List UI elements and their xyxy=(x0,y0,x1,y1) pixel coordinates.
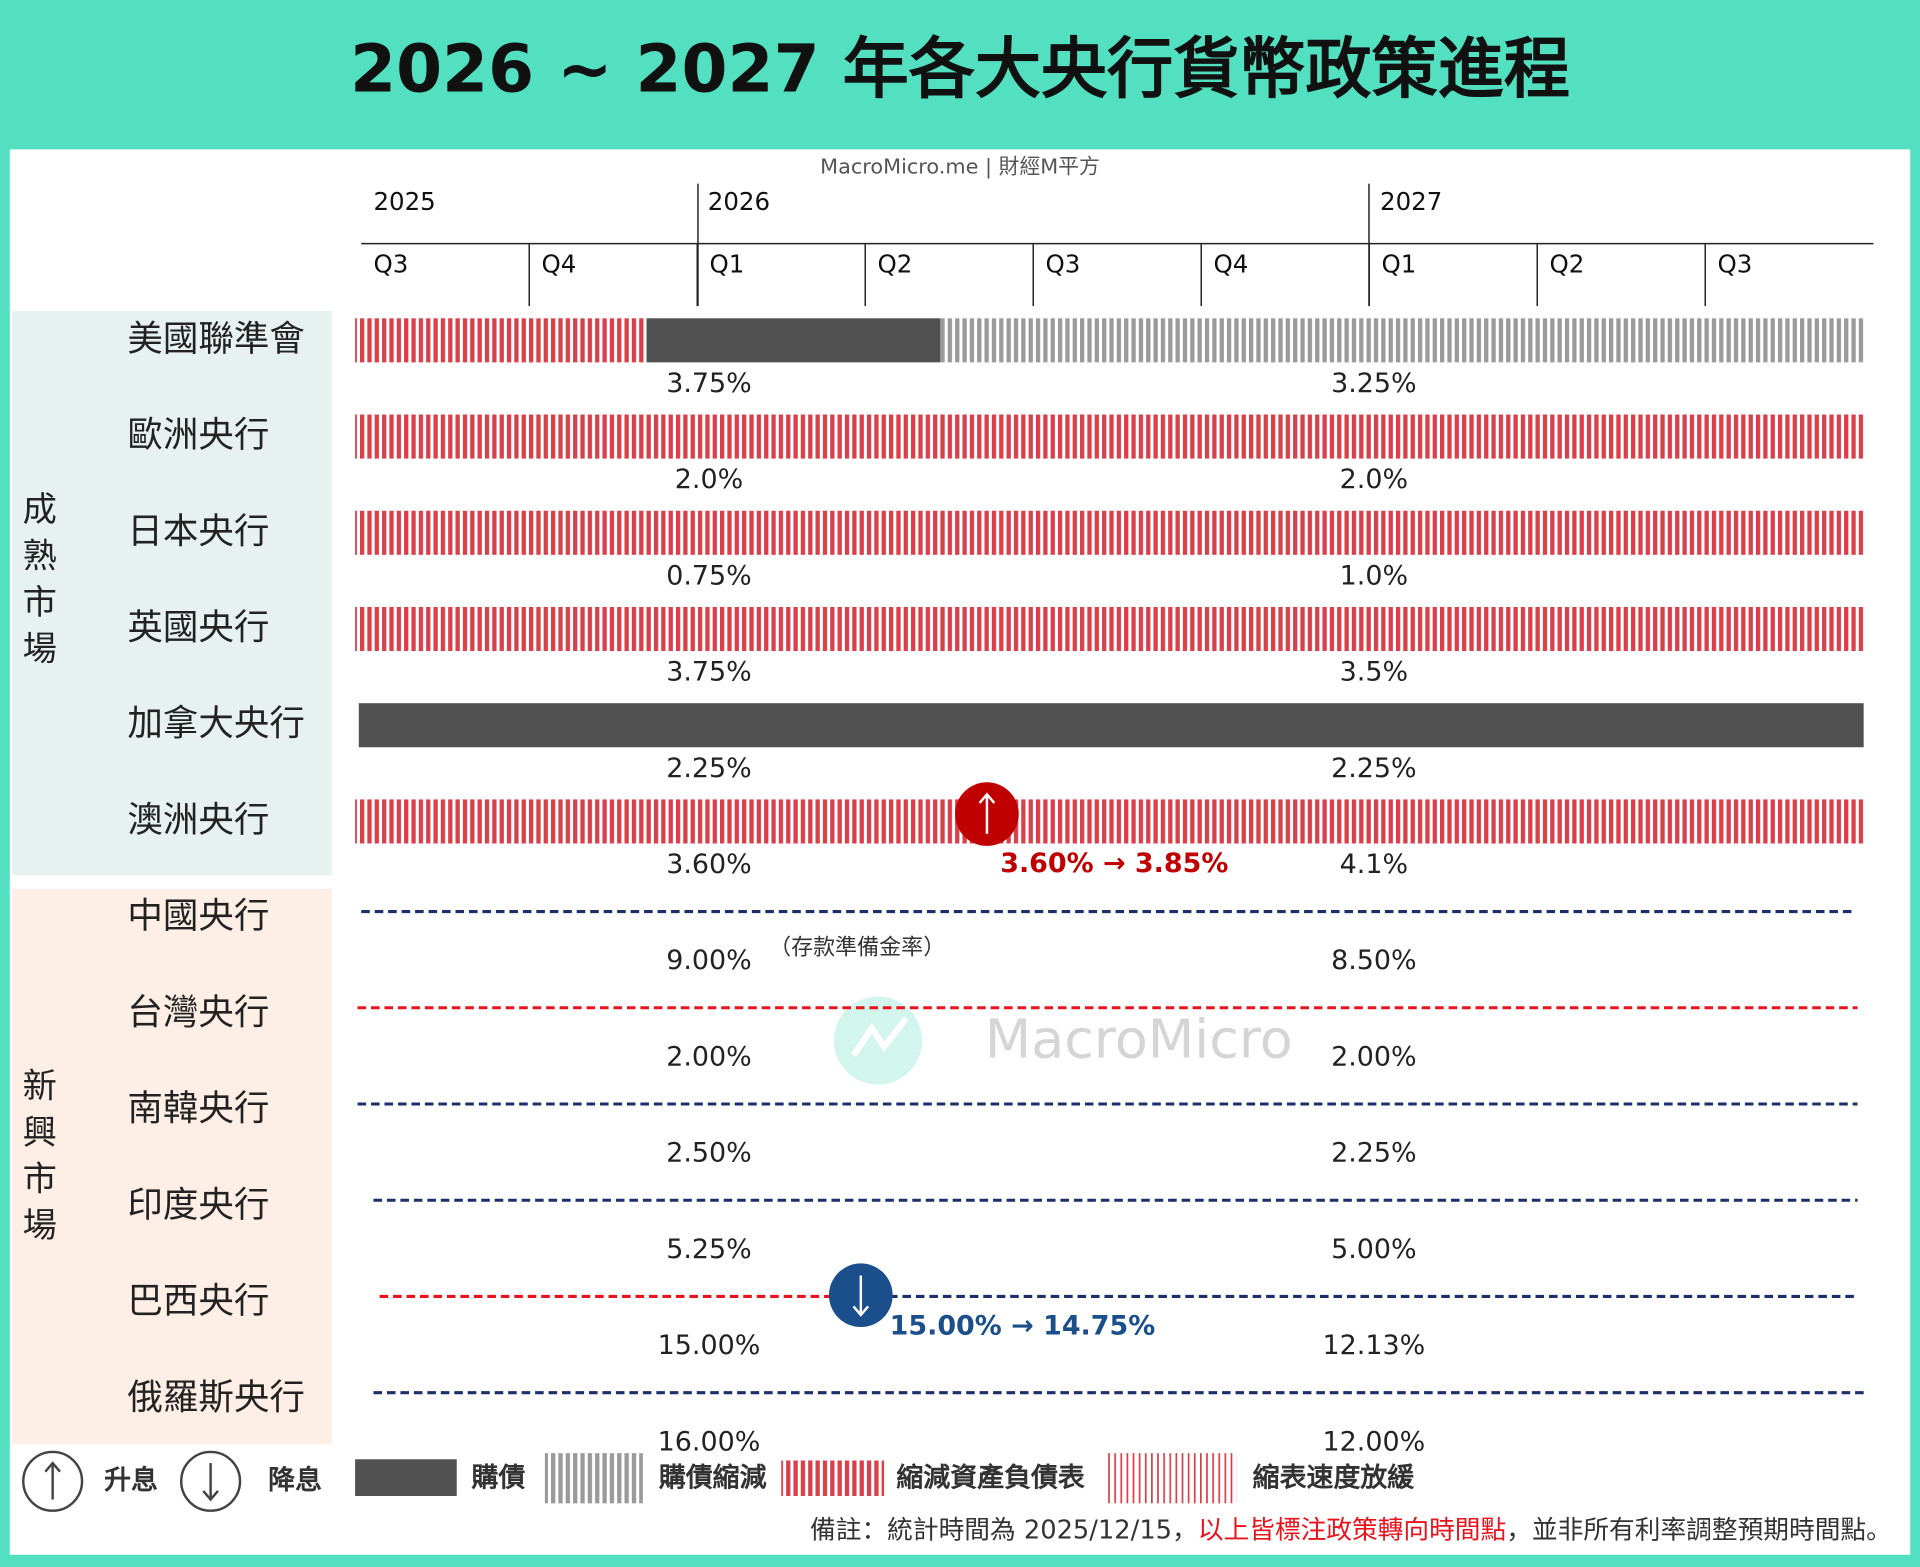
group-label: 成熟市場 xyxy=(16,491,56,677)
quarter-label: Q1 xyxy=(709,250,744,279)
rate-change-icon-head xyxy=(978,792,996,804)
rate-label: 9.00% xyxy=(666,945,752,976)
quarter-label: Q4 xyxy=(541,250,576,279)
bank-name: 美國聯準會 xyxy=(127,318,305,359)
rate-label: 3.75% xyxy=(666,368,752,399)
rate-change: 15.00% → 14.75% xyxy=(890,1311,1156,1342)
rate-label: 3.60% xyxy=(666,849,752,880)
group-bg xyxy=(12,310,332,876)
year-label: 2025 xyxy=(373,187,435,216)
quarter-label: Q3 xyxy=(1045,250,1080,279)
quarter-label: Q1 xyxy=(1381,250,1416,279)
group-label: 新興市場 xyxy=(16,1068,56,1254)
rate-change-icon-head xyxy=(852,1305,870,1317)
rate-note: （存款準備金率） xyxy=(769,935,945,960)
rate-label: 4.1% xyxy=(1340,849,1408,880)
quarter-label: Q4 xyxy=(1213,250,1248,279)
policy-bar xyxy=(358,703,1864,748)
footnote: 備註：統計時間為 2025/12/15，以上皆標注政策轉向時間點，並非所有利率調… xyxy=(810,1515,1892,1545)
rate-label: 8.50% xyxy=(1331,945,1417,976)
rate-label: 2.50% xyxy=(666,1138,752,1169)
policy-bar xyxy=(355,414,1864,459)
rate-label: 5.25% xyxy=(666,1234,752,1265)
legend-icon-head xyxy=(202,1490,219,1502)
rate-label: 3.25% xyxy=(1331,368,1417,399)
policy-bar xyxy=(646,318,941,363)
bank-name: 日本央行 xyxy=(127,511,269,552)
rate-change: 3.60% → 3.85% xyxy=(1000,848,1228,879)
legend-label: 購債 xyxy=(471,1462,525,1493)
quarter-label: Q3 xyxy=(1717,250,1752,279)
legend-swatch xyxy=(1104,1453,1237,1504)
rate-label: 16.00% xyxy=(658,1426,761,1457)
year-label: 2026 xyxy=(708,187,770,216)
legend-label: 購債縮減 xyxy=(659,1461,767,1493)
legend-label: 縮表速度放緩 xyxy=(1253,1461,1416,1493)
legend-icon-head xyxy=(44,1461,61,1473)
watermark-text: MacroMicro xyxy=(985,1008,1293,1071)
rate-label: 2.00% xyxy=(1331,1041,1417,1072)
title: 2026 ~ 2027 年各大央行貨幣政策進程 xyxy=(350,31,1570,108)
rate-label: 1.0% xyxy=(1340,560,1408,591)
watermark: MacroMicro xyxy=(833,996,1293,1085)
rate-label: 3.75% xyxy=(666,657,752,688)
bank-name: 印度央行 xyxy=(127,1184,269,1225)
bank-name: 澳洲央行 xyxy=(127,799,269,840)
quarter-label: Q3 xyxy=(373,250,408,279)
bank-name: 俄羅斯央行 xyxy=(127,1377,305,1418)
policy-bar xyxy=(355,606,1864,652)
rate-label: 5.00% xyxy=(1331,1234,1417,1265)
rate-label: 12.13% xyxy=(1323,1330,1426,1361)
watermark-logo xyxy=(833,996,923,1085)
bank-name: 加拿大央行 xyxy=(127,703,305,744)
footnote-part: 備註：統計時間為 2025/12/15， xyxy=(810,1515,1198,1545)
source: MacroMicro.me | 財經M平方 xyxy=(820,155,1100,180)
legend-swatch xyxy=(781,1460,885,1496)
watermark-logo-mark xyxy=(850,1016,909,1058)
bank-name: 南韓央行 xyxy=(127,1088,269,1129)
rate-label: 2.00% xyxy=(666,1041,752,1072)
policy-bar xyxy=(355,510,1864,555)
rate-label: 2.25% xyxy=(1331,753,1417,784)
footnote-part: 以上皆標注政策轉向時間點 xyxy=(1198,1515,1506,1545)
footnote-part: ，並非所有利率調整預期時間點。 xyxy=(1506,1515,1892,1545)
year-label: 2027 xyxy=(1380,187,1442,216)
rate-label: 2.0% xyxy=(675,464,743,495)
rate-label: 2.25% xyxy=(1331,1138,1417,1169)
quarter-label: Q2 xyxy=(1549,250,1584,279)
rate-label: 12.00% xyxy=(1323,1426,1426,1457)
rate-label: 15.00% xyxy=(658,1330,761,1361)
quarter-label: Q2 xyxy=(877,250,912,279)
bank-name: 英國央行 xyxy=(127,607,269,648)
rate-label: 2.0% xyxy=(1340,464,1408,495)
bank-name: 巴西央行 xyxy=(127,1281,269,1322)
rate-label: 2.25% xyxy=(666,753,752,784)
legend-label: 升息 xyxy=(104,1464,158,1496)
group-bg xyxy=(12,888,332,1445)
bank-name: 中國央行 xyxy=(127,896,269,937)
policy-bar xyxy=(940,318,1864,363)
bank-name: 台灣央行 xyxy=(127,992,269,1033)
policy-bar xyxy=(355,318,647,363)
legend-label: 縮減資產負債表 xyxy=(896,1461,1085,1493)
rate-label: 3.5% xyxy=(1340,657,1408,688)
legend-swatch xyxy=(355,1459,457,1496)
legend-swatch xyxy=(544,1453,643,1504)
legend-label: 降息 xyxy=(268,1464,322,1496)
policy-bar xyxy=(355,799,1864,844)
bank-name: 歐洲央行 xyxy=(127,415,269,456)
rate-label: 0.75% xyxy=(666,560,752,591)
